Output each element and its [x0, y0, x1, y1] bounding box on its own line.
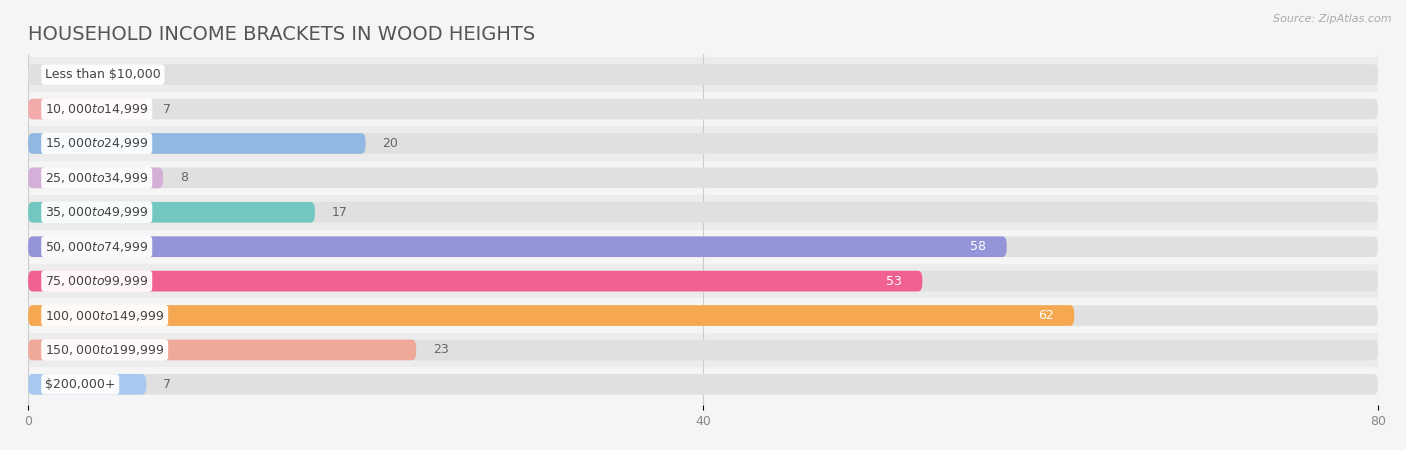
FancyBboxPatch shape [28, 133, 366, 154]
Text: $10,000 to $14,999: $10,000 to $14,999 [45, 102, 149, 116]
FancyBboxPatch shape [28, 202, 1378, 223]
FancyBboxPatch shape [28, 99, 146, 119]
Text: $25,000 to $34,999: $25,000 to $34,999 [45, 171, 149, 185]
FancyBboxPatch shape [28, 305, 1074, 326]
Text: $50,000 to $74,999: $50,000 to $74,999 [45, 240, 149, 254]
FancyBboxPatch shape [28, 305, 1378, 326]
FancyBboxPatch shape [28, 195, 1378, 230]
FancyBboxPatch shape [28, 298, 1378, 333]
FancyBboxPatch shape [28, 58, 1378, 92]
FancyBboxPatch shape [28, 236, 1007, 257]
FancyBboxPatch shape [28, 99, 1378, 119]
FancyBboxPatch shape [28, 367, 1378, 401]
FancyBboxPatch shape [28, 340, 416, 360]
FancyBboxPatch shape [28, 271, 1378, 292]
FancyBboxPatch shape [28, 167, 1378, 188]
FancyBboxPatch shape [28, 126, 1378, 161]
FancyBboxPatch shape [28, 230, 1378, 264]
Text: 8: 8 [180, 171, 188, 184]
Text: 7: 7 [163, 378, 172, 391]
Text: 7: 7 [163, 103, 172, 116]
Text: 23: 23 [433, 343, 449, 356]
Text: $15,000 to $24,999: $15,000 to $24,999 [45, 136, 149, 150]
FancyBboxPatch shape [28, 271, 922, 292]
Text: HOUSEHOLD INCOME BRACKETS IN WOOD HEIGHTS: HOUSEHOLD INCOME BRACKETS IN WOOD HEIGHT… [28, 25, 536, 44]
Text: $150,000 to $199,999: $150,000 to $199,999 [45, 343, 165, 357]
Text: $75,000 to $99,999: $75,000 to $99,999 [45, 274, 149, 288]
FancyBboxPatch shape [28, 133, 1378, 154]
FancyBboxPatch shape [28, 167, 163, 188]
Text: $200,000+: $200,000+ [45, 378, 115, 391]
FancyBboxPatch shape [28, 202, 315, 223]
Text: 20: 20 [382, 137, 398, 150]
Text: Source: ZipAtlas.com: Source: ZipAtlas.com [1274, 14, 1392, 23]
FancyBboxPatch shape [28, 92, 1378, 126]
Text: $35,000 to $49,999: $35,000 to $49,999 [45, 205, 149, 219]
FancyBboxPatch shape [28, 340, 1378, 360]
FancyBboxPatch shape [28, 236, 1378, 257]
FancyBboxPatch shape [28, 161, 1378, 195]
FancyBboxPatch shape [28, 374, 1378, 395]
Text: 53: 53 [886, 274, 903, 288]
Text: 58: 58 [970, 240, 987, 253]
Text: 0: 0 [53, 68, 62, 81]
FancyBboxPatch shape [28, 264, 1378, 298]
FancyBboxPatch shape [28, 374, 146, 395]
Text: 17: 17 [332, 206, 347, 219]
Text: Less than $10,000: Less than $10,000 [45, 68, 160, 81]
FancyBboxPatch shape [28, 333, 1378, 367]
Text: $100,000 to $149,999: $100,000 to $149,999 [45, 309, 165, 323]
Text: 62: 62 [1038, 309, 1054, 322]
FancyBboxPatch shape [28, 64, 1378, 85]
